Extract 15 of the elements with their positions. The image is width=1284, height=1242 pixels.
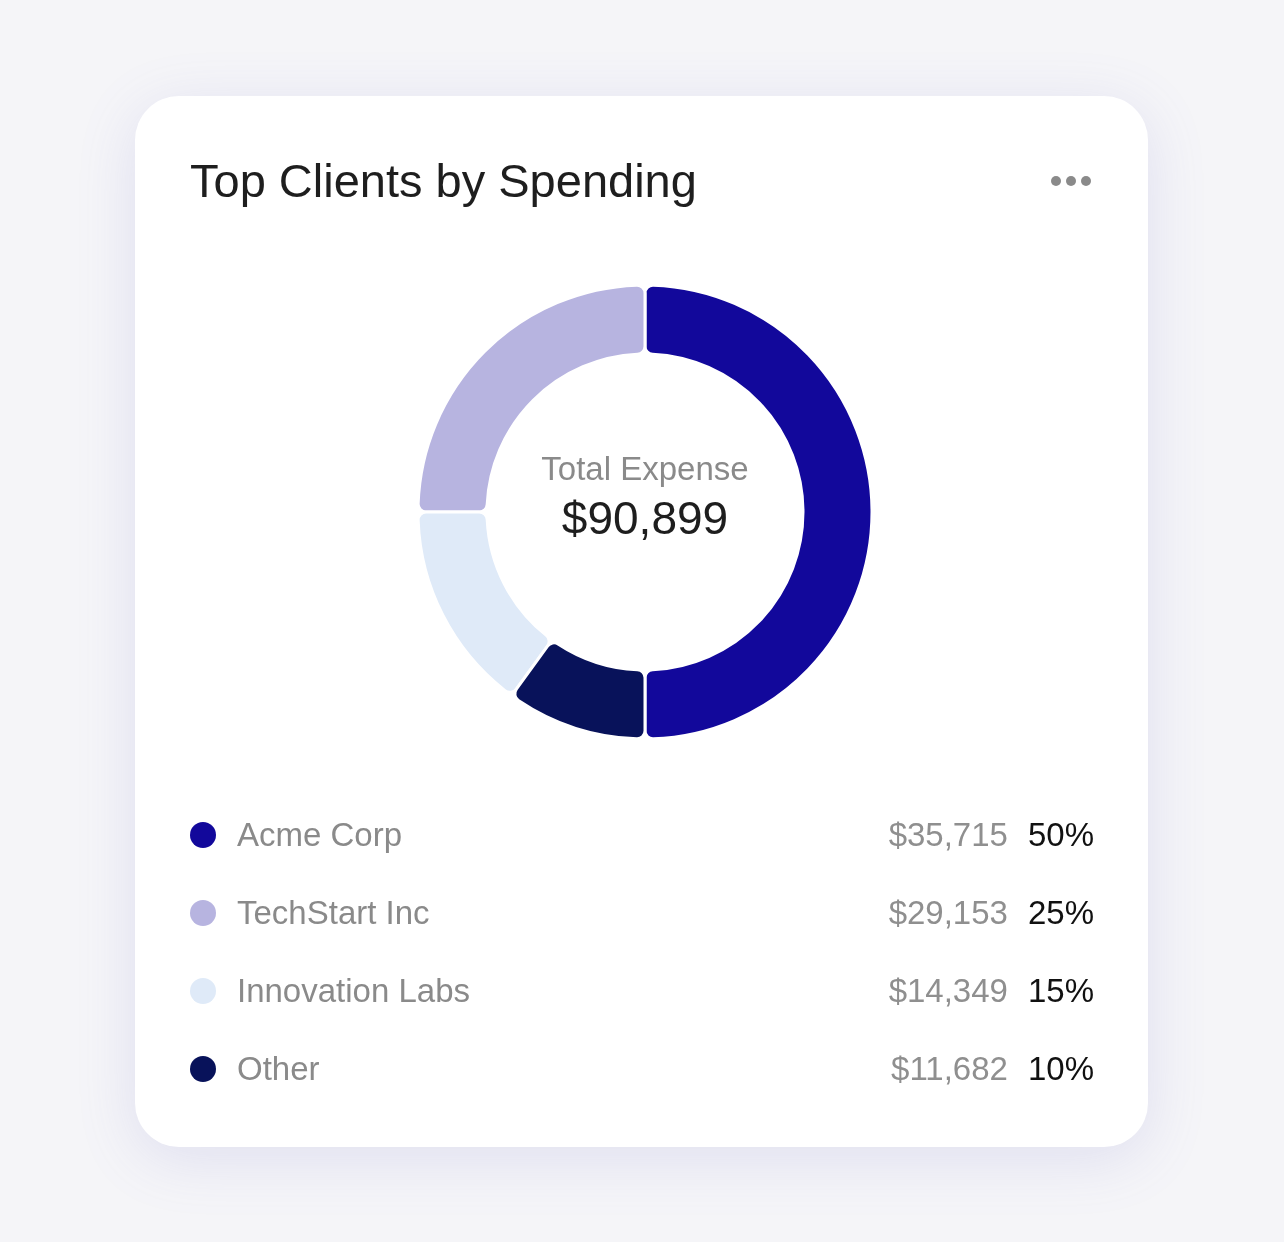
data-label: 50%: [1027, 816, 1094, 854]
chart-title: Top Clients by Spending: [190, 153, 697, 209]
legend-label: Other: [237, 1050, 321, 1088]
text: $90,899: [560, 491, 730, 546]
text: $14,349: [888, 972, 1008, 1009]
legend-label: Acme Corp: [237, 816, 404, 854]
text: $35,715: [888, 816, 1008, 853]
data-label: 10%: [1027, 1050, 1094, 1088]
text: $11,682: [891, 1050, 1008, 1087]
data-label: 15%: [1027, 972, 1094, 1010]
text: $29,153: [888, 894, 1008, 931]
legend-label: TechStart Inc: [237, 894, 431, 932]
legend-label: Innovation Labs: [237, 972, 471, 1010]
data-label: 25%: [1027, 894, 1094, 932]
text: Total Expense: [541, 449, 749, 489]
